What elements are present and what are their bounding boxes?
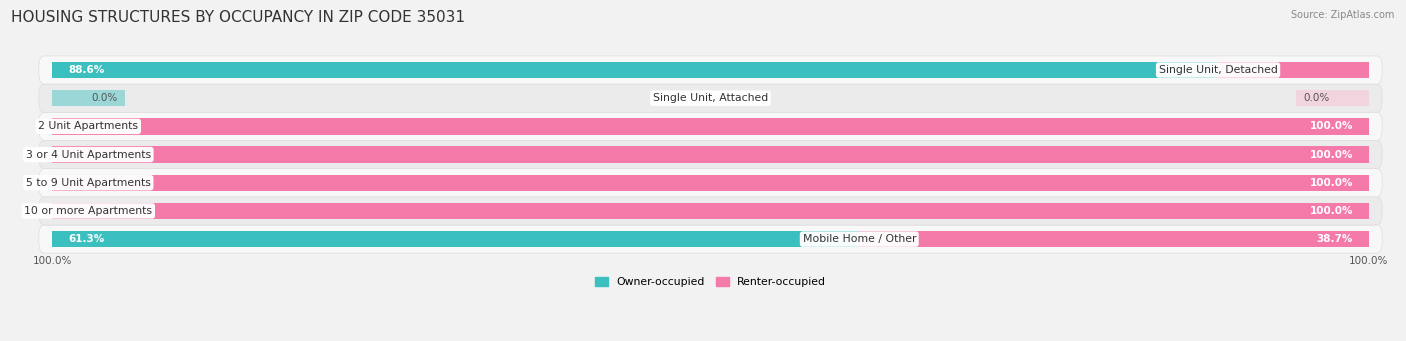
FancyBboxPatch shape [39,197,1382,225]
Bar [52,146,125,163]
Text: Mobile Home / Other: Mobile Home / Other [803,234,915,244]
Text: 11.5%: 11.5% [1171,65,1204,75]
Bar [52,90,125,106]
Text: 100.0%: 100.0% [1309,150,1353,160]
Bar [52,146,1369,163]
FancyBboxPatch shape [39,169,1382,197]
Bar [859,231,1369,247]
FancyBboxPatch shape [39,112,1382,140]
Bar [52,175,125,191]
FancyBboxPatch shape [39,56,1382,84]
Bar [52,118,125,135]
Text: Source: ZipAtlas.com: Source: ZipAtlas.com [1291,10,1395,20]
Legend: Owner-occupied, Renter-occupied: Owner-occupied, Renter-occupied [591,272,831,291]
Bar [52,62,1219,78]
Text: Single Unit, Attached: Single Unit, Attached [652,93,768,103]
Text: 61.3%: 61.3% [67,234,104,244]
Text: 2 Unit Apartments: 2 Unit Apartments [38,121,138,131]
Text: 88.6%: 88.6% [67,65,104,75]
FancyBboxPatch shape [39,225,1382,253]
Text: HOUSING STRUCTURES BY OCCUPANCY IN ZIP CODE 35031: HOUSING STRUCTURES BY OCCUPANCY IN ZIP C… [11,10,465,25]
Bar [52,231,859,247]
Text: 0.0%: 0.0% [1303,93,1329,103]
Text: 3 or 4 Unit Apartments: 3 or 4 Unit Apartments [25,150,150,160]
FancyBboxPatch shape [39,84,1382,112]
Text: 0.0%: 0.0% [91,206,118,216]
Bar [52,175,1369,191]
Text: 0.0%: 0.0% [91,150,118,160]
Text: 100.0%: 100.0% [1309,121,1353,131]
Text: 100.0%: 100.0% [1309,178,1353,188]
Text: 100.0%: 100.0% [1309,206,1353,216]
Text: 10 or more Apartments: 10 or more Apartments [24,206,152,216]
Text: Single Unit, Detached: Single Unit, Detached [1159,65,1278,75]
FancyBboxPatch shape [39,140,1382,169]
Text: 5 to 9 Unit Apartments: 5 to 9 Unit Apartments [25,178,150,188]
Text: 0.0%: 0.0% [91,121,118,131]
Text: 0.0%: 0.0% [91,93,118,103]
Bar [1296,90,1369,106]
Text: 38.7%: 38.7% [1316,234,1353,244]
Bar [52,118,1369,135]
Text: 0.0%: 0.0% [91,178,118,188]
Bar [1218,62,1369,78]
Bar [52,203,1369,219]
Bar [52,203,125,219]
